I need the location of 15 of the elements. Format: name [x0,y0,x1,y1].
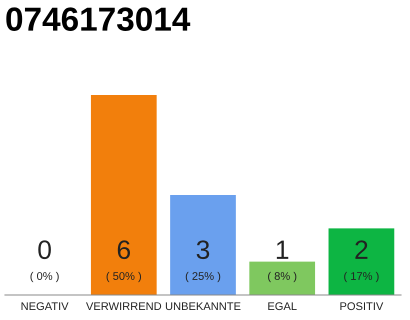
data-label: 6 ( 50% ) [106,240,142,282]
bar [328,228,394,295]
chart-title: 0746173014 [6,7,190,31]
x-tick-label: POSITIV [340,302,384,310]
data-label: 3 ( 25% ) [186,240,220,282]
data-label: 2 ( 17% ) [344,240,379,282]
x-tick-label: UNBEKANNTE [166,302,240,310]
x-tick-label: VERWIRREND [86,302,162,310]
data-label: 0 ( 0% ) [30,240,59,282]
bar [170,195,236,295]
data-label: 1 ( 8% ) [268,240,296,282]
x-tick-label: NEGATIV [22,302,69,310]
bar [249,262,316,295]
bar [90,95,157,295]
x-tick-label: EGAL [268,302,297,310]
